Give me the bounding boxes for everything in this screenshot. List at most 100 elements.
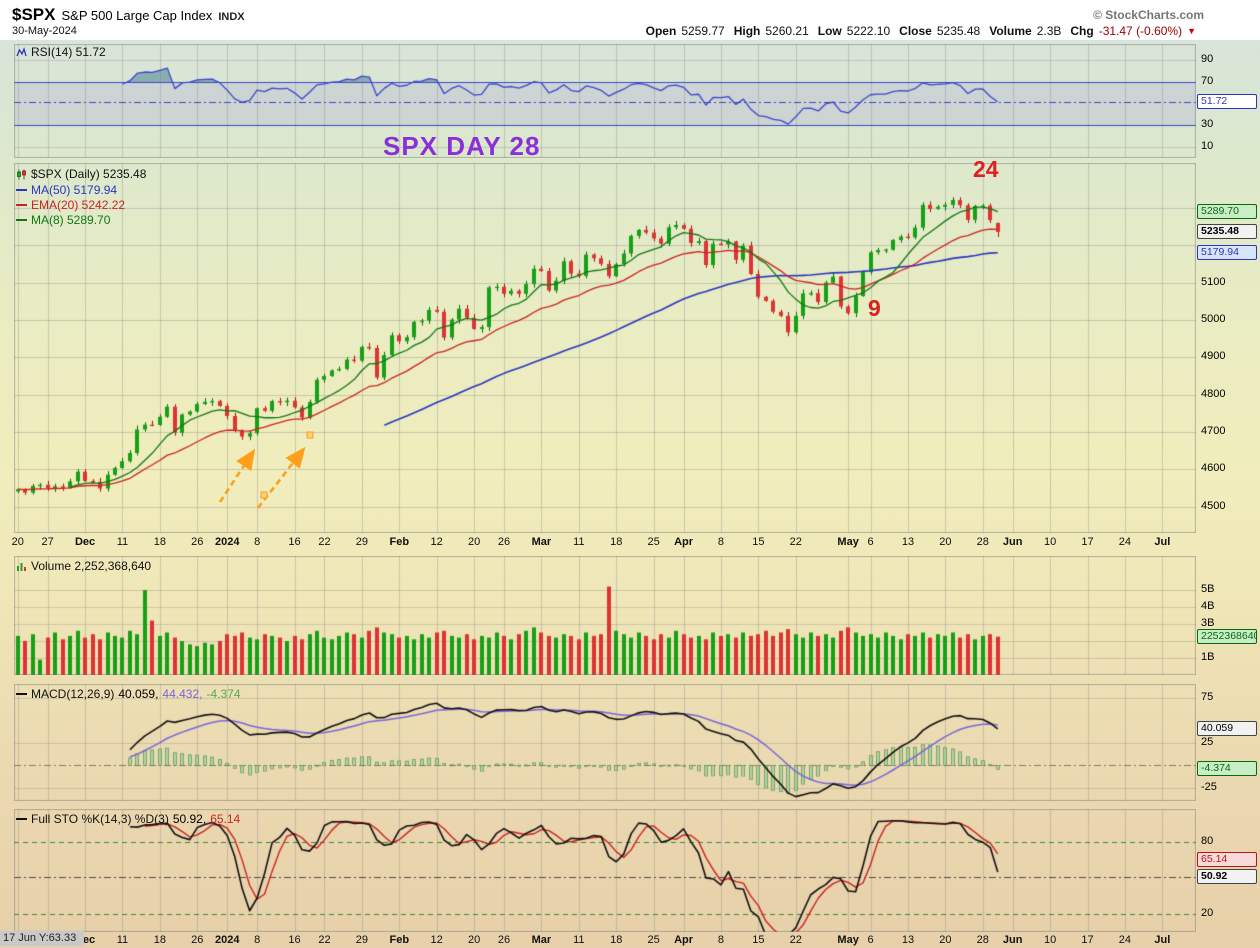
x-axis-label: 22 xyxy=(318,536,331,548)
x-axis-label: 20 xyxy=(467,934,481,946)
annotation-count-high: 24 xyxy=(973,156,999,182)
quote-line: Open 5259.77 High 5260.21 Low 5222.10 Cl… xyxy=(642,24,1196,38)
legend-ma8-text: MA(8) 5289.70 xyxy=(31,213,111,227)
exchange-label: INDX xyxy=(218,11,245,23)
ma50-value-flag: 5179.94 xyxy=(1197,244,1257,260)
x-axis-label: 25 xyxy=(647,934,660,946)
legend-ma50: MA(50) 5179.94 xyxy=(16,183,117,197)
x-axis-label: 24 xyxy=(1118,934,1132,946)
x-axis-label: 26 xyxy=(191,934,204,946)
x-axis-label: 12 xyxy=(430,934,443,946)
x-axis-label: 15 xyxy=(752,934,765,946)
price-panel-canvas xyxy=(14,163,1196,533)
x-axis-label: Jun xyxy=(1002,536,1023,548)
quote-chg-label: Chg xyxy=(1070,24,1094,38)
x-axis-label: Jun xyxy=(1002,934,1023,946)
y-axis-tick: 25 xyxy=(1201,735,1214,748)
x-axis-label: 2024 xyxy=(214,934,240,946)
macd-signal-value: 44.432, xyxy=(162,687,203,701)
quote-volume-value: 2.3B xyxy=(1036,24,1062,38)
x-axis-label: 6 xyxy=(867,934,874,946)
sto-d-value: 65.14 xyxy=(210,812,241,826)
y-axis-tick: 90 xyxy=(1201,53,1214,66)
x-axis-label: 25 xyxy=(647,536,660,548)
x-axis-label: 22 xyxy=(318,934,331,946)
candlestick-icon xyxy=(16,169,27,180)
y-axis-tick: 75 xyxy=(1201,690,1214,703)
macd-line-swatch xyxy=(16,693,27,695)
y-axis-tick: 5B xyxy=(1201,583,1215,595)
rsi-label-text: RSI(14) 51.72 xyxy=(31,45,106,59)
square-marker-1 xyxy=(260,491,268,499)
quote-low-value: 5222.10 xyxy=(846,24,891,38)
x-axis-label: 18 xyxy=(610,934,623,946)
ma8-value-flag: 5289.70 xyxy=(1197,203,1257,219)
header-title-row: $SPX S&P 500 Large Cap Index INDX xyxy=(12,5,245,25)
x-axis-labels-bottom: 2027Dec11182620248162229Feb122026Mar1118… xyxy=(0,933,1260,948)
x-axis-label: 22 xyxy=(789,536,802,548)
x-axis-label: 20 xyxy=(939,536,952,548)
y-axis-tick: 4500 xyxy=(1201,499,1226,512)
close-price-flag: 5235.48 xyxy=(1197,223,1257,239)
annotation-spx-day-count: SPX DAY 28 xyxy=(383,131,541,161)
volume-bars-icon xyxy=(16,561,27,572)
y-axis-tick: 80 xyxy=(1201,835,1214,848)
x-axis-label: 8 xyxy=(254,934,261,946)
x-axis-label: 17 xyxy=(1081,536,1094,548)
x-axis-label: 20 xyxy=(467,536,481,548)
annotation-count-low: 9 xyxy=(868,295,881,321)
quote-low-label: Low xyxy=(817,24,842,38)
x-axis-label: 20 xyxy=(11,536,24,548)
rsi-panel-label: RSI(14) 51.72 xyxy=(16,45,106,59)
volume-value-flag: 2252368640 xyxy=(1197,628,1257,644)
x-axis-label: 27 xyxy=(41,536,54,548)
sto-label-text: Full STO %K(14,3) %D(3) xyxy=(31,812,169,826)
legend-ema20: EMA(20) 5242.22 xyxy=(16,198,125,212)
ma8-line-swatch xyxy=(16,219,27,221)
x-axis-label: 26 xyxy=(191,536,204,548)
x-axis-label: 20 xyxy=(939,934,952,946)
x-axis-label: Dec xyxy=(74,536,96,548)
x-axis-label: May xyxy=(837,536,859,548)
price-panel-label: $SPX (Daily) 5235.48 xyxy=(16,167,146,181)
x-axis-label: Apr xyxy=(674,536,694,548)
trend-arrow-1 xyxy=(218,448,256,503)
x-axis-label: 26 xyxy=(497,934,511,946)
y-axis-tick: 4B xyxy=(1201,600,1215,612)
sto-d-flag: 65.14 xyxy=(1197,852,1257,868)
macd-hist-value: -4.374 xyxy=(206,687,241,701)
price-label-text: $SPX (Daily) 5235.48 xyxy=(31,167,147,181)
quote-high-value: 5260.21 xyxy=(765,24,809,38)
x-axis-label: 16 xyxy=(288,536,301,548)
y-axis-tick: 4600 xyxy=(1201,462,1226,475)
y-axis-tick: 4900 xyxy=(1201,350,1226,363)
x-axis-label: 11 xyxy=(116,536,129,548)
sto-line-swatch xyxy=(16,818,27,820)
x-axis-label: 10 xyxy=(1043,536,1057,548)
x-axis-label: 29 xyxy=(355,934,368,946)
quote-open-label: Open xyxy=(645,24,677,38)
y-axis-tick: 5000 xyxy=(1201,312,1226,325)
x-axis-label: 11 xyxy=(573,934,585,946)
volume-panel-canvas xyxy=(14,556,1196,675)
macd-hist-flag: -4.374 xyxy=(1197,760,1257,776)
x-axis-label: 13 xyxy=(901,536,915,548)
macd-panel-canvas xyxy=(14,684,1196,801)
x-axis-label: 28 xyxy=(976,934,989,946)
x-axis-label: 29 xyxy=(355,536,368,548)
annotation-trend-arrows xyxy=(218,431,314,509)
x-axis-label: 2024 xyxy=(214,536,240,548)
rsi-value-flag: 51.72 xyxy=(1197,93,1257,109)
trend-arrow-2 xyxy=(256,446,306,509)
y-axis-tick: -25 xyxy=(1201,780,1217,793)
macd-value-flag: 40.059 xyxy=(1197,720,1257,736)
stockcharts-credit: © StockCharts.com xyxy=(1093,8,1204,22)
x-axis-label: Feb xyxy=(389,934,410,946)
x-axis-label: Jul xyxy=(1154,536,1171,548)
quote-volume-label: Volume xyxy=(989,24,1032,38)
quote-chg-value: -31.47 (-0.60%) xyxy=(1098,24,1183,38)
rsi-indicator-icon xyxy=(16,46,27,58)
x-axis-label: May xyxy=(837,934,859,946)
quote-open-value: 5259.77 xyxy=(681,24,725,38)
